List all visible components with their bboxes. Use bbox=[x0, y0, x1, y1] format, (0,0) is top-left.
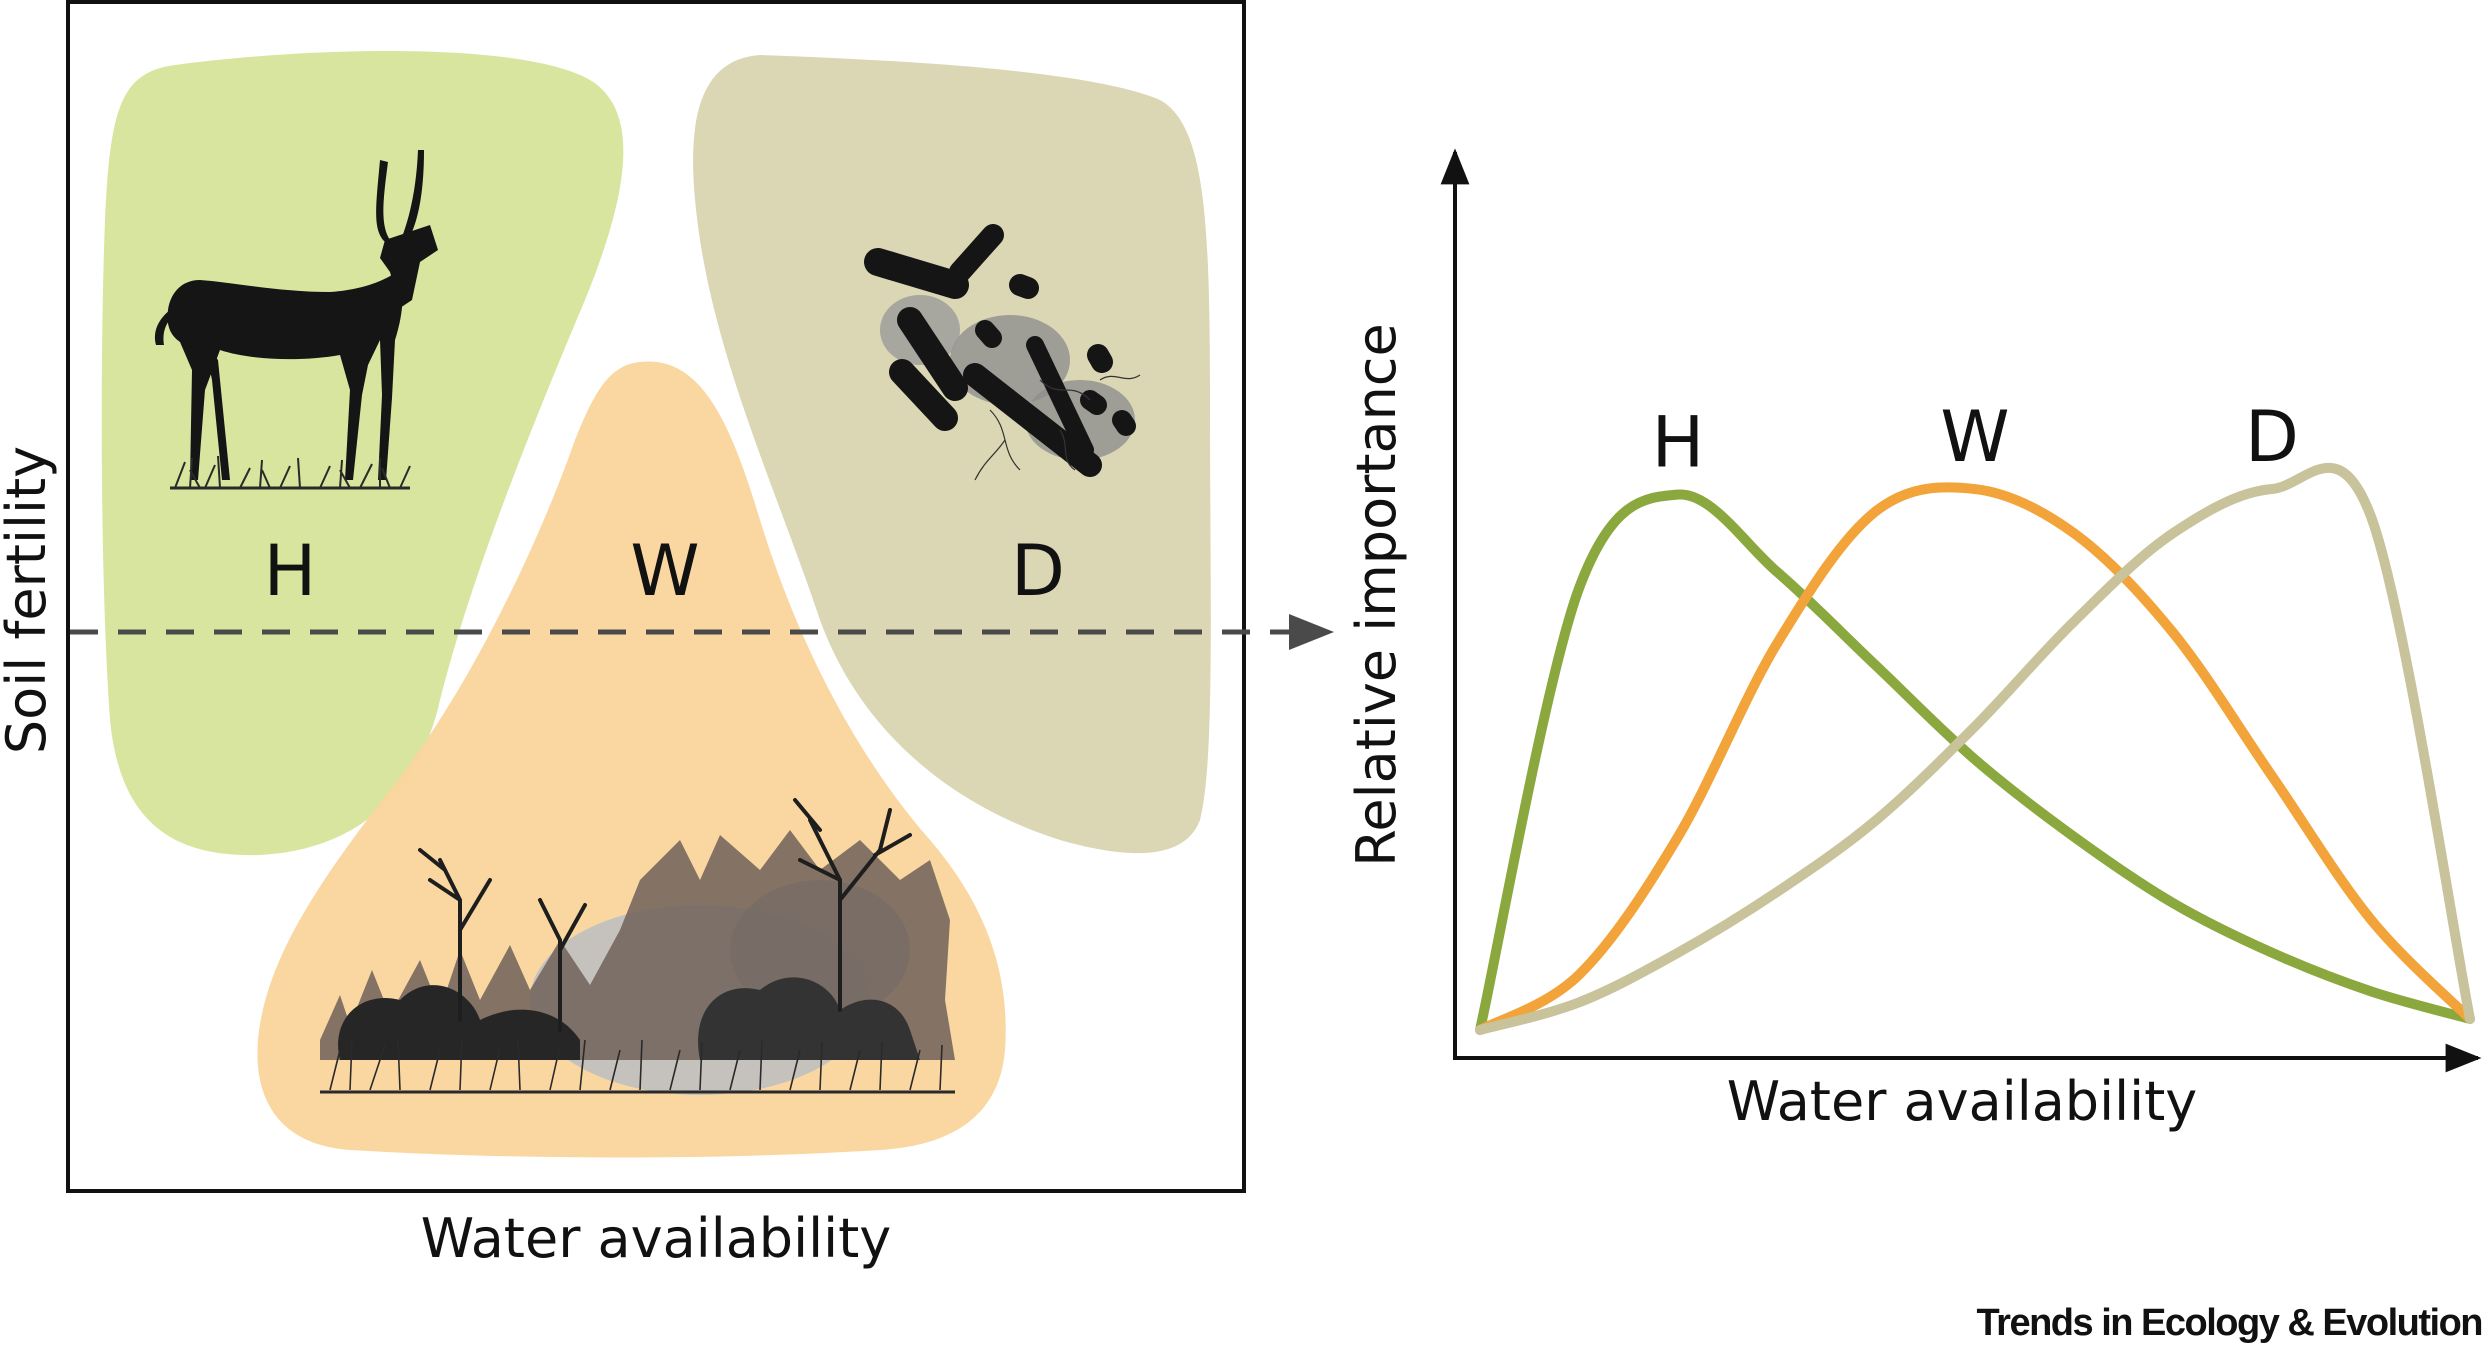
chart-x-axis-label: Water availability bbox=[1727, 1070, 2197, 1133]
series-label-h: H bbox=[1652, 402, 1705, 484]
region-d-blob bbox=[693, 55, 1211, 854]
chart-y-axis-label: Relative importance bbox=[1345, 323, 1408, 866]
gazelle-icon bbox=[154, 150, 438, 480]
series-layer bbox=[1475, 462, 2475, 1035]
right-chart: H W D Relative importance Water availabili… bbox=[1345, 148, 2482, 1133]
series-line-d bbox=[1475, 462, 2475, 1035]
series-label-d: D bbox=[2245, 396, 2299, 478]
decomposer-bacteria-icon bbox=[864, 224, 1141, 481]
series-label-w: W bbox=[1940, 396, 2009, 478]
left-y-axis-label: Soil fertility bbox=[0, 446, 58, 754]
region-h-label: H bbox=[264, 530, 317, 612]
region-w-label: W bbox=[630, 530, 699, 612]
left-panel-frame bbox=[66, 0, 1246, 1193]
left-panel: H W D Soil fertility Water availability bbox=[0, 0, 1334, 1270]
journal-brand: Trends in Ecology & Evolution bbox=[1977, 1302, 2482, 1344]
series-line-w bbox=[1475, 482, 2475, 1035]
series-line-h bbox=[1475, 489, 2475, 1035]
grass-icon bbox=[170, 455, 411, 490]
burning-savanna-icon bbox=[320, 798, 955, 1095]
region-h-blob bbox=[101, 51, 624, 856]
region-d-label: D bbox=[1011, 530, 1065, 612]
left-x-axis-label: Water availability bbox=[421, 1207, 891, 1270]
